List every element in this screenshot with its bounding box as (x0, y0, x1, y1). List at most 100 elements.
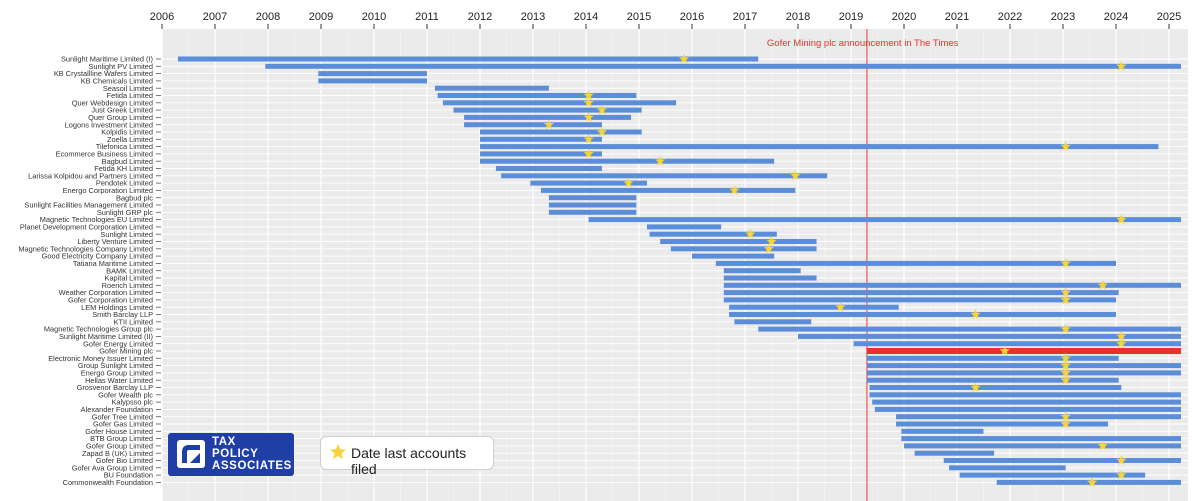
bar-55 (943, 458, 1181, 463)
row-label: Just Greek Limited (91, 106, 153, 115)
bar-19 (548, 195, 637, 201)
row-label: Kolpidis Limited (101, 128, 153, 137)
row-label: Tilefonica Limited (96, 142, 153, 151)
row-label: Fetida KH Limited (94, 164, 153, 173)
accounts-filed-star (1116, 214, 1127, 224)
accounts-filed-star (655, 155, 666, 166)
x-tick-label: 2017 (733, 11, 757, 23)
bar-9 (464, 122, 602, 128)
accounts-filed-star (543, 119, 555, 130)
x-tick-label: 2006 (150, 11, 174, 23)
accounts-filed-star (1116, 338, 1127, 349)
bar-47 (872, 399, 1181, 405)
row-label: Sunlight Maritime Limited (I) (61, 55, 153, 64)
bar-40 (866, 348, 1181, 354)
x-tick-label: 2008 (256, 11, 280, 23)
row-label: Gofer Energy Limited (83, 339, 153, 348)
bar-43 (866, 370, 1181, 376)
logo-line-1: TAX (212, 436, 236, 448)
row-label: Pendotek Limited (96, 179, 153, 188)
accounts-filed-star (1097, 440, 1108, 451)
row-label: Bagbud plc (116, 193, 153, 202)
row-label: Grosvenor Barclay LLP (77, 383, 153, 392)
row-label: Zapad B (UK) Limited (82, 449, 153, 458)
bar-7 (453, 107, 642, 113)
bar-31 (723, 282, 1181, 288)
bar-37 (758, 326, 1181, 332)
logo-line-3: ASSOCIATES (212, 459, 292, 472)
bar-24 (649, 231, 777, 237)
row-label: Hellas Water Limited (85, 376, 153, 385)
accounts-filed-star (596, 104, 608, 115)
bar-17 (530, 180, 647, 186)
x-tick-label: 2007 (203, 11, 227, 23)
accounts-filed-star (1116, 331, 1127, 341)
accounts-filed-star (1060, 367, 1071, 378)
tax-policy-associates-logo: TAX POLICY ASSOCIATES (168, 433, 294, 476)
accounts-filed-star (1060, 294, 1071, 305)
row-label: Energo Group Limited (81, 369, 153, 378)
x-tick-label: 2023 (1051, 11, 1075, 23)
row-label: Zoella Limited (107, 135, 153, 144)
bar-16 (501, 173, 828, 179)
row-label: Kalypsso plc (112, 398, 154, 407)
bar-34 (729, 304, 899, 310)
accounts-filed-star (583, 90, 594, 100)
row-label: Sunlight Maritime Limited (II) (59, 332, 153, 341)
accounts-filed-star (583, 133, 594, 144)
star-icon (329, 443, 347, 460)
bar-41 (866, 355, 1119, 361)
bar-25 (660, 239, 817, 244)
row-label: Bagbud Limited (102, 157, 153, 166)
row-label: Sunlight GRP plc (97, 208, 153, 217)
row-label: Magnetic Technologies EU Limited (40, 215, 153, 224)
accounts-filed-star (583, 148, 594, 159)
bar-48 (874, 406, 1181, 412)
row-label: LEM Holdings Limited (81, 303, 153, 312)
bar-20 (548, 202, 637, 208)
x-tick-label: 2011 (415, 11, 439, 23)
bar-22 (588, 217, 1181, 223)
row-label: BAMK Limited (106, 266, 153, 275)
bar-8 (464, 114, 632, 120)
row-label: Sunlight Limited (100, 230, 153, 239)
bar-3 (318, 78, 427, 84)
bar-50 (896, 421, 1109, 427)
bar-30 (723, 275, 817, 281)
bar-36 (734, 319, 812, 325)
row-label: Gofer House Limited (85, 427, 153, 436)
bar-11 (480, 136, 602, 142)
row-label: Liberty Venture Limited (77, 237, 153, 246)
bar-18 (540, 187, 796, 193)
x-tick-label: 2013 (521, 11, 545, 23)
bar-12 (480, 144, 1159, 150)
accounts-filed-star (1060, 411, 1071, 422)
accounts-filed-star (1116, 60, 1127, 71)
row-label: Gofer Bio Limited (96, 456, 153, 465)
row-label: Gofer Mining plc (99, 347, 153, 356)
bar-15 (495, 166, 602, 171)
row-label: BTB Group Limited (90, 434, 153, 443)
bar-2 (318, 71, 427, 77)
accounts-filed-star (1060, 360, 1071, 370)
accounts-filed-star (1060, 352, 1071, 363)
accounts-filed-star (1060, 287, 1071, 297)
x-tick-label: 2024 (1104, 11, 1128, 23)
x-tick-label: 2019 (839, 11, 863, 23)
row-label: Good Electricity Company Limited (42, 252, 153, 261)
bar-4 (434, 85, 549, 91)
row-label: Gofer Wealth plc (98, 390, 153, 399)
accounts-filed-star (766, 236, 777, 246)
accounts-filed-star (835, 301, 846, 312)
row-label: Group Sunlight Limited (78, 361, 153, 370)
bar-49 (896, 414, 1181, 420)
accounts-filed-star (1060, 323, 1071, 334)
x-tick-label: 2022 (998, 11, 1022, 23)
row-label: Electronic Money Issuer Limited (48, 354, 153, 363)
row-label: Weather Corporation Limited (59, 288, 153, 297)
row-label: Gofer Group Limited (86, 442, 153, 451)
x-tick-label: 2016 (680, 11, 704, 23)
accounts-filed-star (1087, 477, 1098, 487)
bar-38 (798, 333, 1181, 339)
bar-35 (729, 312, 1116, 317)
